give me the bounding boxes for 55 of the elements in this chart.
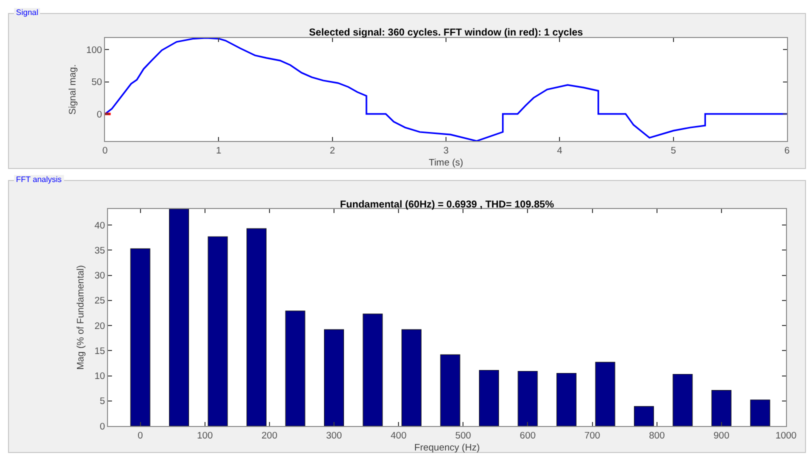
x-tick-label: 0 xyxy=(138,430,143,442)
bar xyxy=(518,370,538,426)
bar xyxy=(130,248,150,426)
y-tick-label: 25 xyxy=(94,296,106,307)
y-tick-label: 35 xyxy=(94,246,106,257)
x-tick-label: 3 xyxy=(443,145,449,156)
y-tick-label: 10 xyxy=(94,371,106,382)
x-tick-label: 1 xyxy=(216,145,222,156)
x-tick-label: 5 xyxy=(670,145,676,156)
chart-title: Fundamental (60Hz) = 0.6939 , THD= 109.85% xyxy=(340,200,554,210)
x-axis-title: Time (s) xyxy=(428,158,464,169)
y-axis-title: Mag (% of Fundamental) xyxy=(76,265,87,370)
x-tick-label: 1000 xyxy=(775,430,797,442)
y-tick-label: 5 xyxy=(100,396,106,408)
y-axis-title: Signal mag. xyxy=(67,64,78,115)
x-tick-label: 200 xyxy=(262,430,278,442)
bar xyxy=(285,310,306,426)
chart-title: Selected signal: 360 cycles. FFT window (in red): 1 cycles xyxy=(309,28,584,38)
bar xyxy=(595,362,616,426)
bar xyxy=(711,390,732,426)
x-tick-label: 6 xyxy=(784,145,790,156)
x-tick-label: 800 xyxy=(648,430,665,442)
y-tick-label: 30 xyxy=(94,270,106,282)
bar xyxy=(324,329,344,426)
y-tick-label: 15 xyxy=(94,346,106,357)
x-tick-label: 600 xyxy=(520,430,536,442)
x-tick-label: 2 xyxy=(330,145,335,156)
x-axis-title: Frequency (Hz) xyxy=(414,442,480,454)
x-tick-label: 700 xyxy=(584,430,600,442)
x-tick-label: 300 xyxy=(326,430,342,442)
x-tick-label: 500 xyxy=(455,430,472,442)
bar xyxy=(750,400,770,426)
bar xyxy=(440,354,460,426)
y-tick-label: 40 xyxy=(94,220,106,232)
text: FFT analysis xyxy=(14,175,64,185)
bar xyxy=(402,329,422,426)
bar xyxy=(672,374,693,426)
bar xyxy=(478,370,499,426)
bar xyxy=(208,236,228,426)
bar xyxy=(556,372,576,426)
bar xyxy=(246,228,266,426)
y-tick-label: 100 xyxy=(86,44,102,56)
line-series xyxy=(105,38,787,141)
x-tick-label: 100 xyxy=(196,430,213,442)
x-tick-label: 400 xyxy=(390,430,406,442)
x-tick-label: 4 xyxy=(557,145,562,156)
text: Signal xyxy=(14,8,40,18)
bar xyxy=(169,209,190,426)
y-tick-label: 0 xyxy=(96,109,102,120)
y-tick-label: 0 xyxy=(100,421,106,432)
bar xyxy=(634,406,654,426)
bar xyxy=(362,314,383,426)
x-tick-label: 900 xyxy=(714,430,730,442)
y-tick-label: 50 xyxy=(92,77,102,88)
y-tick-label: 20 xyxy=(94,320,106,332)
